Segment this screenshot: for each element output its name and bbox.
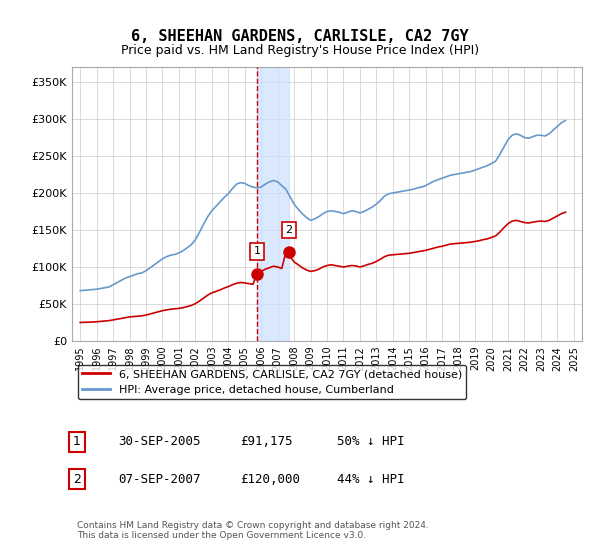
Text: 2: 2 <box>286 225 293 235</box>
Text: 1: 1 <box>254 246 260 256</box>
Text: 6, SHEEHAN GARDENS, CARLISLE, CA2 7GY: 6, SHEEHAN GARDENS, CARLISLE, CA2 7GY <box>131 29 469 44</box>
Text: £120,000: £120,000 <box>240 473 301 486</box>
Text: 07-SEP-2007: 07-SEP-2007 <box>118 473 200 486</box>
Text: Contains HM Land Registry data © Crown copyright and database right 2024.
This d: Contains HM Land Registry data © Crown c… <box>77 521 429 540</box>
Text: 1: 1 <box>73 435 81 448</box>
Text: 2: 2 <box>73 473 81 486</box>
Text: 30-SEP-2005: 30-SEP-2005 <box>118 435 200 448</box>
Text: Price paid vs. HM Land Registry's House Price Index (HPI): Price paid vs. HM Land Registry's House … <box>121 44 479 57</box>
Text: £91,175: £91,175 <box>240 435 293 448</box>
Legend: 6, SHEEHAN GARDENS, CARLISLE, CA2 7GY (detached house), HPI: Average price, deta: 6, SHEEHAN GARDENS, CARLISLE, CA2 7GY (d… <box>77 365 466 399</box>
Bar <box>257 67 289 341</box>
Text: 50% ↓ HPI: 50% ↓ HPI <box>337 435 404 448</box>
Text: 44% ↓ HPI: 44% ↓ HPI <box>337 473 404 486</box>
